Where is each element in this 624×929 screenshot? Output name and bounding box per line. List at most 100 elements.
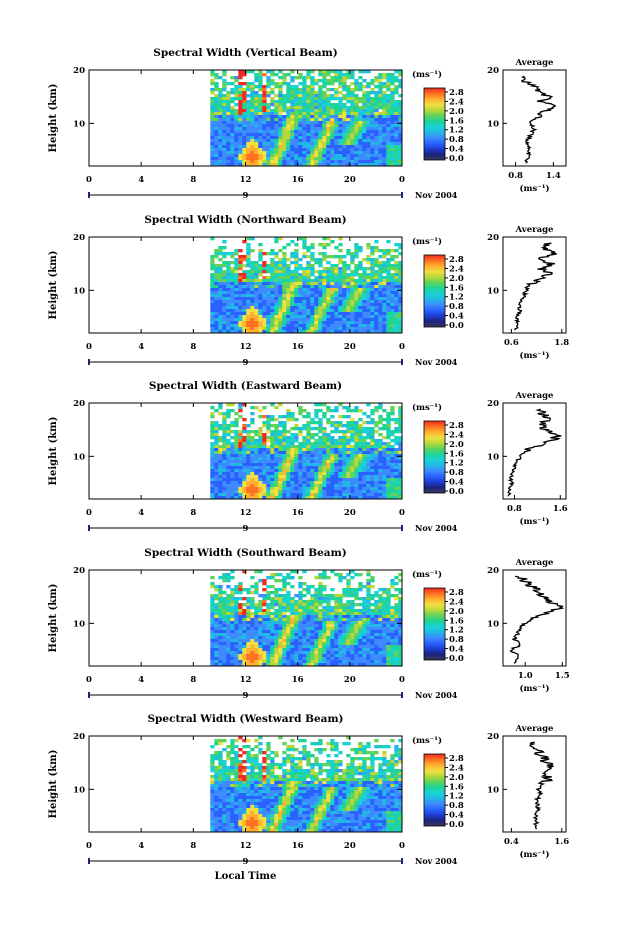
x-tick-label: 16 (292, 675, 304, 685)
profile-y-tick-label: 20 (487, 732, 499, 742)
date-label: 9 (243, 358, 249, 368)
chart-panel-1: Spectral Width (Vertical Beam) Height (km… (48, 47, 567, 201)
profile-title: Average (515, 391, 555, 401)
colorbar-tick-label: 2.4 (449, 597, 464, 607)
profile-x-tick-label: 0.6 (504, 338, 519, 348)
colorbar-tick-label: 1.2 (449, 459, 464, 469)
colorbar-tick-label: 2.4 (449, 264, 464, 274)
colorbar (423, 587, 446, 661)
heatmap (210, 736, 402, 833)
profile-x-tick-label: 0.8 (507, 504, 522, 514)
x-tick-label: 20 (344, 342, 356, 352)
x-tick-label: 12 (240, 342, 252, 352)
colorbar-tick-label: 1.2 (449, 792, 464, 802)
y-tick-label: 10 (73, 286, 85, 296)
x-tick-label: 12 (240, 508, 252, 518)
profile-y-tick-label: 20 (487, 233, 499, 243)
x-axis-label: Local Time (215, 871, 277, 882)
date-month-year: Nov 2004 (415, 690, 458, 700)
y-tick-label: 20 (73, 566, 85, 576)
profile-frame (502, 69, 567, 167)
x-tick-label: 4 (138, 508, 144, 518)
colorbar-tick-label: 0.8 (449, 302, 464, 312)
x-tick-label: 16 (292, 342, 304, 352)
chart-panel-4: Spectral Width (Southward Beam) Height (k… (48, 547, 570, 701)
profile-x-tick-label: 1.0 (518, 671, 533, 681)
x-tick-label: 0 (86, 508, 92, 518)
x-tick-label: 0 (86, 841, 92, 851)
profile-frame (502, 236, 567, 334)
x-tick-label: 20 (344, 508, 356, 518)
x-tick-label: 4 (138, 841, 144, 851)
date-month-year: Nov 2004 (415, 856, 458, 866)
colorbar (423, 87, 446, 161)
y-axis-label: Height (km) (48, 584, 59, 653)
profile-x-label: (ms⁻¹) (519, 516, 549, 527)
colorbar-tick-label: 1.2 (449, 126, 464, 136)
date-label: 9 (243, 691, 249, 701)
profile-frame (502, 569, 567, 667)
colorbar-unit: (ms⁻¹) (412, 69, 442, 80)
colorbar-tick-label: 0.4 (449, 645, 464, 655)
colorbar-unit: (ms⁻¹) (412, 236, 442, 247)
profile-x-tick-label: 0.4 (504, 837, 519, 847)
profile-y-tick-label: 10 (487, 785, 499, 795)
colorbar-unit: (ms⁻¹) (412, 402, 442, 413)
profile-y-tick-label: 10 (487, 452, 499, 462)
colorbar-tick-label: 1.6 (449, 116, 464, 126)
x-tick-label: 0 (399, 675, 405, 685)
profile-line (509, 575, 565, 664)
x-tick-label: 12 (240, 175, 252, 185)
profile-x-tick-label: 1.5 (555, 671, 570, 681)
x-tick-label: 4 (138, 342, 144, 352)
profile-title: Average (515, 724, 555, 734)
colorbar-tick-label: 2.8 (449, 88, 464, 98)
colorbar-tick-label: 1.6 (449, 283, 464, 293)
heatmap (210, 403, 402, 500)
profile-x-tick-label: 1.8 (554, 338, 569, 348)
heatmap (210, 570, 402, 667)
profile-line (521, 75, 556, 164)
colorbar-tick-label: 2.0 (449, 274, 464, 284)
chart-title: Spectral Width (Vertical Beam) (153, 47, 337, 59)
y-axis-label: Height (km) (48, 417, 59, 486)
x-tick-label: 16 (292, 841, 304, 851)
profile-line (513, 242, 557, 331)
colorbar-tick-label: 0.0 (449, 487, 464, 497)
profile-y-tick-label: 20 (487, 566, 499, 576)
profile-title: Average (515, 558, 555, 568)
colorbar-tick-label: 1.2 (449, 626, 464, 636)
colorbar-tick-label: 2.8 (449, 255, 464, 265)
colorbar-tick-label: 0.8 (449, 801, 464, 811)
colorbar-tick-label: 0.4 (449, 478, 464, 488)
x-tick-label: 0 (399, 342, 405, 352)
date-month-year: Nov 2004 (415, 357, 458, 367)
date-month-year: Nov 2004 (415, 190, 458, 200)
heatmap (210, 70, 402, 167)
colorbar-tick-label: 0.8 (449, 468, 464, 478)
profile-y-tick-label: 20 (487, 66, 499, 76)
colorbar-tick-label: 0.4 (449, 811, 464, 821)
y-tick-label: 20 (73, 233, 85, 243)
y-tick-label: 10 (73, 119, 85, 129)
date-label: 9 (243, 191, 249, 201)
colorbar-tick-label: 2.4 (449, 430, 464, 440)
x-tick-label: 20 (344, 675, 356, 685)
colorbar-tick-label: 2.0 (449, 773, 464, 783)
colorbar-tick-label: 2.8 (449, 421, 464, 431)
chart-title: Spectral Width (Southward Beam) (144, 547, 346, 559)
profile-title: Average (515, 58, 555, 68)
y-axis-label: Height (km) (48, 84, 59, 153)
profile-x-tick-label: 1.6 (553, 504, 568, 514)
colorbar-tick-label: 0.8 (449, 635, 464, 645)
colorbar-tick-label: 2.4 (449, 763, 464, 773)
y-tick-label: 10 (73, 785, 85, 795)
profile-x-label: (ms⁻¹) (519, 683, 549, 694)
x-tick-label: 8 (190, 508, 196, 518)
colorbar-tick-label: 1.6 (449, 782, 464, 792)
x-tick-label: 0 (399, 175, 405, 185)
y-tick-label: 10 (73, 619, 85, 629)
profile-y-tick-label: 20 (487, 399, 499, 409)
colorbar (423, 753, 446, 827)
